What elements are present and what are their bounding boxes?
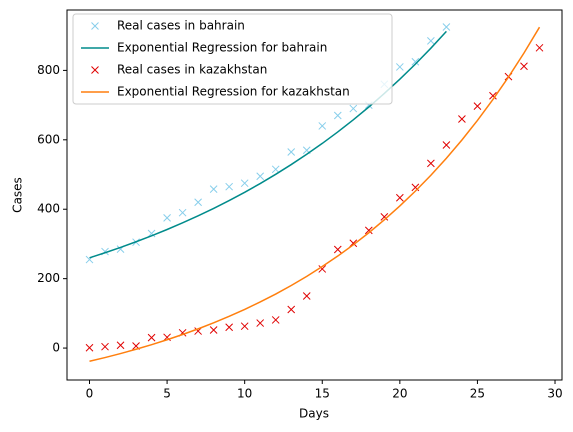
x-tick-label: 20: [392, 387, 407, 401]
case-marker: [271, 165, 280, 174]
case-marker: [442, 23, 451, 31]
case-marker: [147, 229, 156, 238]
y-axis-label: Cases: [11, 177, 25, 213]
case-marker: [333, 245, 342, 254]
case-marker: [209, 185, 218, 193]
case-marker: [271, 316, 280, 324]
legend-box: [72, 13, 393, 105]
x-tick-label: 15: [315, 387, 330, 401]
x-axis-label: Days: [299, 407, 329, 421]
case-marker: [427, 159, 435, 168]
case-marker: [489, 91, 497, 100]
case-marker: [458, 115, 466, 123]
legend-label: Real cases in bahrain: [117, 19, 245, 33]
x-tick-label: 0: [86, 387, 94, 401]
y-tick-label: 400: [37, 202, 60, 216]
plot-frame: [66, 9, 563, 381]
case-marker: [178, 208, 187, 217]
x-tick-label: 10: [237, 387, 252, 401]
legend-label: Exponential Regression for kazakhstan: [117, 85, 350, 99]
case-marker: [225, 323, 234, 332]
legend-label: Exponential Regression for bahrain: [117, 41, 327, 55]
case-marker: [333, 111, 342, 120]
case-marker: [147, 333, 156, 342]
case-marker: [395, 193, 404, 202]
case-marker: [318, 122, 327, 130]
x-tick-label: 25: [470, 387, 485, 401]
y-tick-label: 800: [37, 63, 60, 77]
y-tick-label: 0: [52, 341, 60, 355]
case-marker: [411, 57, 420, 66]
case-marker: [364, 226, 373, 235]
case-marker: [427, 37, 435, 45]
case-marker: [85, 343, 94, 352]
case-marker: [256, 319, 265, 327]
case-marker: [209, 326, 218, 334]
legend-label: Real cases in kazakhstan: [117, 63, 267, 77]
case-marker: [520, 62, 528, 71]
case-marker: [442, 141, 451, 149]
case-marker: [535, 43, 544, 52]
case-marker: [473, 102, 482, 110]
case-marker: [163, 214, 171, 222]
case-marker: [256, 172, 265, 181]
y-tick-label: 200: [37, 271, 60, 285]
regression-line: [89, 26, 541, 362]
case-marker: [318, 265, 327, 273]
case-marker: [240, 179, 249, 188]
case-marker: [287, 148, 296, 156]
case-marker: [194, 198, 202, 207]
case-marker: [225, 182, 234, 191]
case-marker: [395, 63, 404, 71]
case-marker: [302, 292, 311, 300]
case-marker: [240, 322, 249, 331]
case-marker: [411, 183, 420, 192]
case-marker: [101, 342, 109, 351]
y-tick-label: 600: [37, 132, 60, 146]
case-marker: [349, 104, 358, 113]
x-tick-label: 5: [163, 387, 171, 401]
case-marker: [116, 341, 125, 350]
legend-swatch: [91, 66, 99, 74]
legend-swatch: [91, 22, 99, 30]
case-marker: [380, 213, 389, 221]
case-marker: [287, 305, 296, 314]
x-tick-label: 30: [547, 387, 562, 401]
